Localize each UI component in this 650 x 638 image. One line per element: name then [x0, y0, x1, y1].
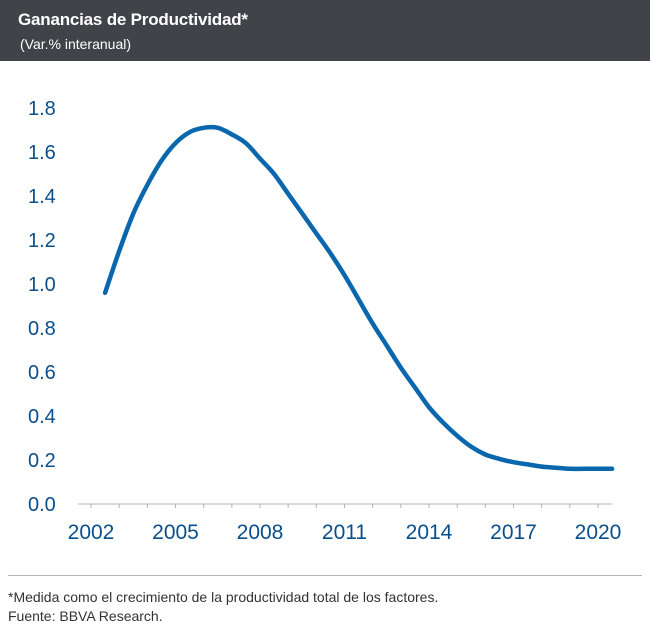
y-tick-label: 0.2 — [28, 450, 56, 472]
y-tick-label: 1.4 — [28, 186, 56, 208]
y-tick-label: 1.8 — [28, 98, 56, 120]
y-tick-label: 1.6 — [28, 142, 56, 164]
y-tick-label: 0.4 — [28, 406, 56, 428]
y-tick-label: 0.0 — [28, 494, 56, 516]
x-tick-label: 2020 — [575, 521, 622, 544]
x-tick-label: 2011 — [322, 521, 367, 544]
y-axis-tick-labels: 0.0 0.2 0.4 0.6 0.8 1.0 1.2 1.4 1.6 1.8 — [28, 98, 56, 516]
x-tick-label: 2008 — [237, 521, 284, 544]
x-tick-label: 2002 — [68, 521, 115, 544]
footnote: *Medida como el crecimiento de la produc… — [8, 589, 439, 605]
y-tick-label: 0.8 — [28, 318, 56, 340]
y-tick-label: 1.0 — [28, 274, 56, 296]
source-note: Fuente: BBVA Research. — [8, 608, 163, 624]
series-line-productividad — [102, 124, 615, 472]
footer-divider — [8, 575, 642, 576]
y-tick-label: 0.6 — [28, 362, 56, 384]
chart-header: Ganancias de Productividad* (Var.% inter… — [0, 0, 650, 61]
x-axis-tick-labels: 2002 2005 2008 2011 2014 2017 2020 — [68, 521, 622, 544]
chart-subtitle: (Var.% interanual) — [20, 36, 132, 52]
x-tick-label: 2017 — [490, 521, 537, 544]
chart-title: Ganancias de Productividad* — [18, 10, 248, 29]
x-axis-tick-marks — [90, 504, 599, 508]
x-tick-label: 2005 — [152, 521, 199, 544]
productivity-line-chart: 0.00.20.40.60.81.01.21.41.61.8 2002 2005 2… — [28, 98, 622, 544]
y-tick-label: 1.2 — [28, 230, 56, 252]
x-tick-label: 2014 — [406, 521, 453, 544]
